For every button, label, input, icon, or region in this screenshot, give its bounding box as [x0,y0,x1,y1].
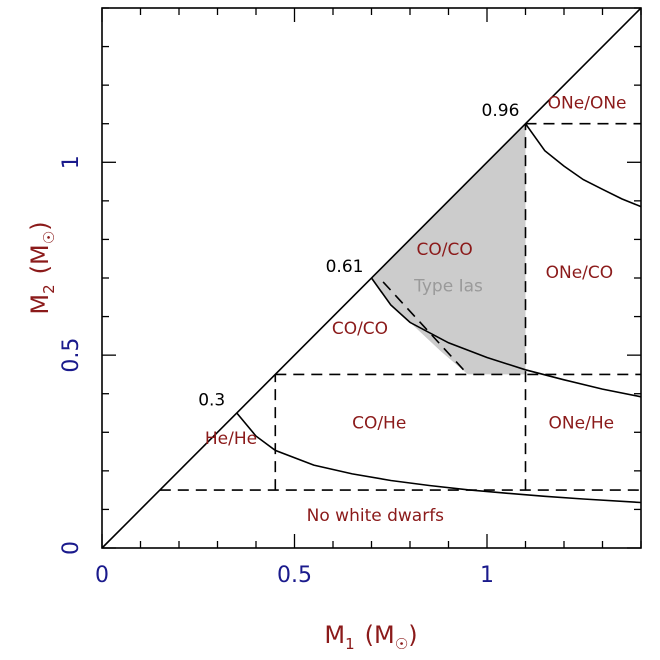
label-no-white-dwarfs: No white dwarfs [307,506,445,526]
label-co-co-upper: CO/CO [417,240,473,260]
type-ia-diagonal [382,281,469,375]
label-co-co-lower: CO/CO [332,319,388,339]
mass-0.3: 0.3 [198,390,225,410]
x-axis-label: M1 (M☉) [324,621,417,653]
boundary-0.96-curve [524,123,642,208]
label-one-he: ONe/He [549,413,615,433]
y-label-unit-close: ) [26,221,54,230]
sun-symbol-icon: ☉ [40,231,58,244]
label-one-one: ONe/ONe [548,93,627,113]
boundary-curves [236,123,642,504]
x-label-main: M [324,621,345,649]
y-tick-label: 1 [59,155,84,169]
x-label-sub: 1 [345,635,355,653]
y-label-main: M [26,294,54,315]
x-tick-label: 0 [95,563,109,588]
y-label-sub: 2 [40,284,58,294]
mass-0.96: 0.96 [482,101,520,121]
x-tick-label: 0.5 [277,563,312,588]
label-he-he: He/He [205,429,257,449]
plot-frame [101,7,642,549]
y-label-unit-open: (M [26,244,54,274]
label-co-he: CO/He [352,413,406,433]
y-axis-label: M2 (M☉) [26,221,58,314]
sun-symbol-icon: ☉ [395,635,408,653]
dashed-limits [159,122,641,491]
y-tick-label: 0.5 [59,338,84,373]
type-ias-label: Type Ias [413,277,483,297]
x-label-unit-open: (M [365,621,395,649]
boundary-0.61-curve [370,277,642,398]
mass-0.61: 0.61 [326,257,364,277]
equal-mass-diagonal [101,7,642,549]
boundary-0.3-curve [236,412,642,504]
tick-labels: 0 0.5 1 0 0.5 1 [59,155,494,588]
x-tick-label: 1 [480,563,494,588]
x-label-unit-close: ) [408,621,417,649]
label-one-co: ONe/CO [546,263,614,283]
region-labels: He/He CO/He CO/CO CO/CO ONe/CO ONe/He ONe/ONe N… [198,93,626,526]
y-tick-label: 0 [59,541,84,555]
